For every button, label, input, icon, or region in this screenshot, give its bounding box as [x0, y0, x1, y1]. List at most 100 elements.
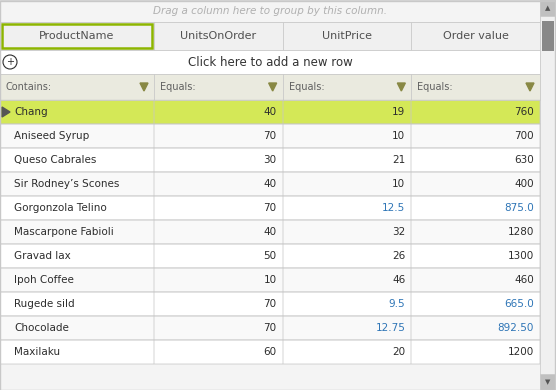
Text: 9.5: 9.5: [389, 299, 405, 309]
Bar: [540, 374, 556, 390]
Text: 70: 70: [264, 131, 277, 141]
Text: Gravad lax: Gravad lax: [14, 251, 71, 261]
Bar: [282, 148, 411, 172]
Bar: [282, 124, 411, 148]
Bar: [282, 316, 411, 340]
Bar: [411, 244, 540, 268]
Text: Chocolade: Chocolade: [14, 323, 69, 333]
Text: Maxilaku: Maxilaku: [14, 347, 60, 357]
Text: 10: 10: [392, 131, 405, 141]
Text: 50: 50: [264, 251, 277, 261]
Bar: [411, 74, 540, 100]
Text: Gorgonzola Telino: Gorgonzola Telino: [14, 203, 107, 213]
Text: 19: 19: [392, 107, 405, 117]
Text: 40: 40: [264, 107, 277, 117]
Bar: [0, 220, 540, 244]
Text: UnitsOnOrder: UnitsOnOrder: [180, 31, 256, 41]
Bar: [0, 74, 540, 100]
Text: Drag a column here to group by this column.: Drag a column here to group by this colu…: [153, 6, 387, 16]
Bar: [154, 22, 282, 50]
Bar: [0, 220, 154, 244]
Bar: [282, 268, 411, 292]
Text: 21: 21: [392, 155, 405, 165]
Text: 1200: 1200: [508, 347, 534, 357]
Bar: [540, 0, 556, 390]
Bar: [0, 244, 540, 268]
Bar: [0, 268, 540, 292]
Bar: [282, 196, 411, 220]
Text: 40: 40: [264, 179, 277, 189]
Text: Ipoh Coffee: Ipoh Coffee: [14, 275, 74, 285]
Bar: [154, 220, 282, 244]
Text: 60: 60: [264, 347, 277, 357]
Text: UnitPrice: UnitPrice: [322, 31, 372, 41]
Text: 40: 40: [264, 227, 277, 237]
Bar: [154, 100, 282, 124]
Bar: [0, 50, 540, 74]
Text: 665.0: 665.0: [504, 299, 534, 309]
Bar: [154, 244, 282, 268]
Polygon shape: [526, 83, 534, 91]
Bar: [0, 22, 540, 50]
Bar: [0, 124, 154, 148]
Text: Aniseed Syrup: Aniseed Syrup: [14, 131, 90, 141]
Bar: [282, 100, 411, 124]
Bar: [154, 172, 282, 196]
Text: 400: 400: [514, 179, 534, 189]
Bar: [0, 100, 540, 124]
Text: 12.75: 12.75: [375, 323, 405, 333]
Polygon shape: [2, 107, 10, 117]
Text: 70: 70: [264, 323, 277, 333]
Bar: [0, 148, 154, 172]
Text: Rugede sild: Rugede sild: [14, 299, 75, 309]
Bar: [411, 22, 540, 50]
Bar: [154, 124, 282, 148]
Bar: [411, 316, 540, 340]
Bar: [282, 292, 411, 316]
Bar: [540, 0, 556, 16]
Bar: [411, 292, 540, 316]
Bar: [411, 172, 540, 196]
Bar: [0, 148, 540, 172]
Bar: [282, 244, 411, 268]
Bar: [411, 100, 540, 124]
Text: 20: 20: [392, 347, 405, 357]
Bar: [282, 172, 411, 196]
Bar: [411, 124, 540, 148]
Bar: [0, 340, 154, 364]
Bar: [282, 340, 411, 364]
Text: Equals:: Equals:: [418, 82, 453, 92]
Text: 875.0: 875.0: [504, 203, 534, 213]
Text: 630: 630: [514, 155, 534, 165]
Text: 760: 760: [514, 107, 534, 117]
Bar: [411, 148, 540, 172]
Text: 70: 70: [264, 299, 277, 309]
Bar: [2, 24, 152, 48]
Bar: [0, 292, 540, 316]
Bar: [0, 74, 154, 100]
Bar: [0, 172, 154, 196]
Text: 10: 10: [264, 275, 277, 285]
Text: 70: 70: [264, 203, 277, 213]
Text: ▲: ▲: [545, 5, 550, 11]
Bar: [154, 268, 282, 292]
Bar: [0, 100, 154, 124]
Text: 1300: 1300: [508, 251, 534, 261]
Bar: [0, 196, 154, 220]
Polygon shape: [398, 83, 405, 91]
Bar: [154, 340, 282, 364]
Text: 30: 30: [264, 155, 277, 165]
Bar: [0, 124, 540, 148]
Bar: [0, 316, 154, 340]
Text: Queso Cabrales: Queso Cabrales: [14, 155, 96, 165]
Bar: [0, 22, 154, 50]
Text: 26: 26: [392, 251, 405, 261]
Bar: [411, 268, 540, 292]
Bar: [154, 74, 282, 100]
Bar: [0, 340, 540, 364]
Polygon shape: [140, 83, 148, 91]
Text: 10: 10: [392, 179, 405, 189]
Bar: [154, 196, 282, 220]
Bar: [282, 220, 411, 244]
Bar: [282, 22, 411, 50]
